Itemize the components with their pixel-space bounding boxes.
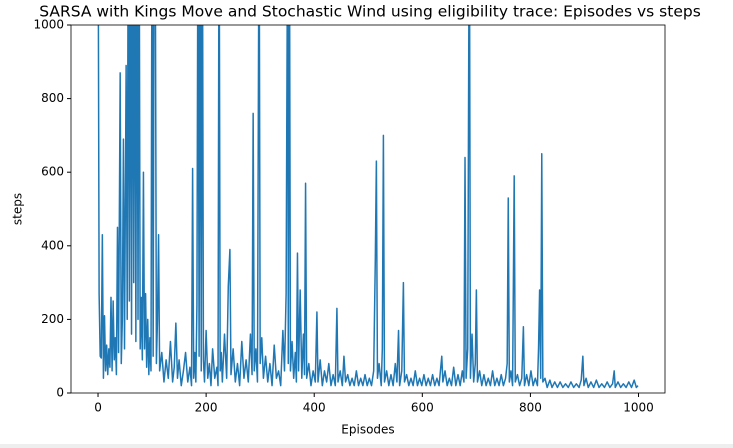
x-tick-label: 800: [519, 401, 542, 415]
data-line: [97, 25, 639, 389]
bottom-band: [0, 444, 733, 448]
x-tick-label: 600: [411, 401, 434, 415]
y-tick-label: 600: [41, 165, 64, 179]
x-tick-label: 400: [303, 401, 326, 415]
y-tick-label: 1000: [33, 18, 64, 32]
x-tick-label: 0: [94, 401, 102, 415]
y-axis-label: steps: [11, 193, 25, 225]
x-tick-label: 200: [195, 401, 218, 415]
y-tick-label: 0: [56, 386, 64, 400]
chart-title: SARSA with Kings Move and Stochastic Win…: [39, 3, 701, 21]
y-tick-label: 400: [41, 238, 64, 252]
y-tick-label: 800: [41, 91, 64, 105]
y-tick-label: 200: [41, 312, 64, 326]
x-tick-label: 1000: [623, 401, 654, 415]
x-axis-label: Episodes: [341, 423, 394, 437]
plot-frame: [70, 24, 666, 394]
